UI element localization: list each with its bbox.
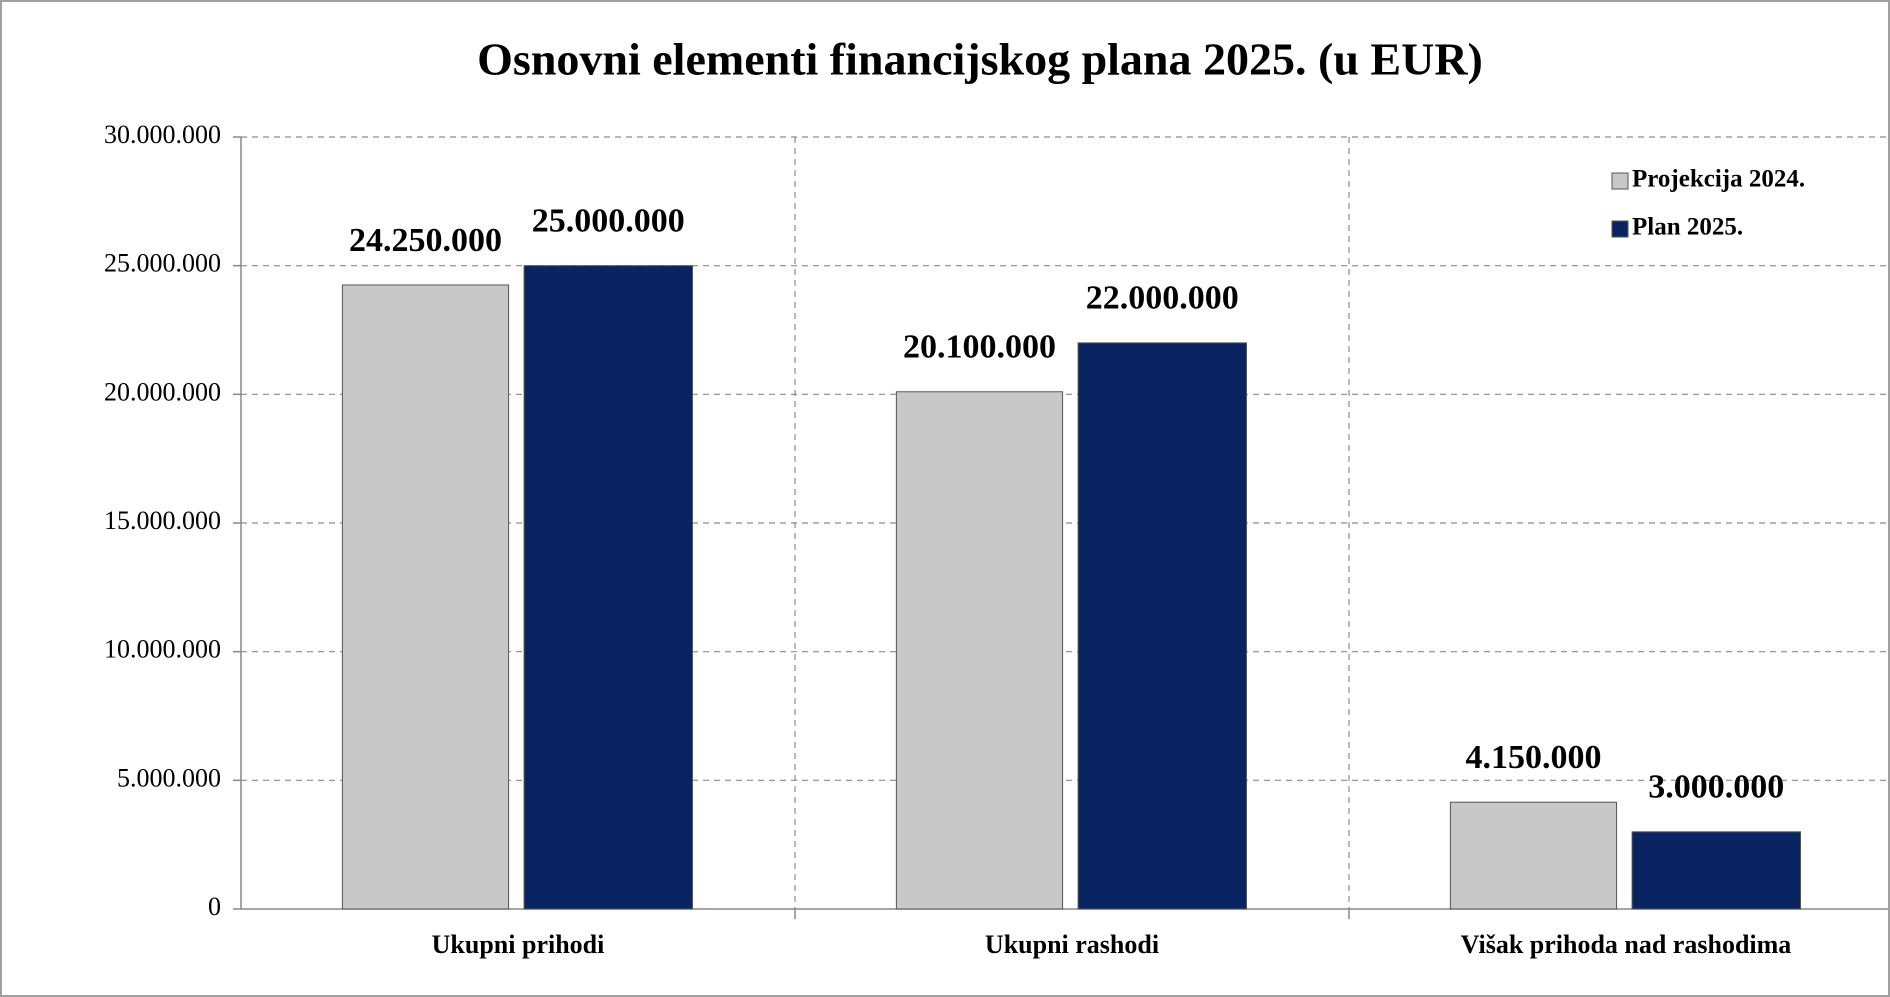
legend-label: Projekcija 2024. — [1632, 166, 1805, 193]
x-tick-label: Višak prihoda nad rashodima — [1461, 930, 1792, 959]
bar — [1631, 831, 1802, 910]
chart-title: Osnovni elementi financijskog plana 2025… — [477, 34, 1483, 85]
y-tick-label: 25.000.000 — [104, 249, 221, 278]
y-tick-label: 20.000.000 — [104, 377, 221, 406]
data-label: 20.100.000 — [903, 329, 1056, 366]
x-tick-label: Ukupni rashodi — [985, 930, 1159, 959]
legend-swatch — [1611, 172, 1629, 190]
x-tick-label: Ukupni prihodi — [432, 930, 605, 959]
bar — [1449, 801, 1618, 910]
bar — [341, 284, 510, 910]
bar — [523, 265, 694, 910]
data-label: 24.250.000 — [349, 222, 502, 259]
y-tick-label: 5.000.000 — [117, 763, 221, 792]
data-label: 22.000.000 — [1086, 280, 1239, 317]
data-label: 3.000.000 — [1648, 769, 1784, 806]
legend-label: Plan 2025. — [1632, 214, 1743, 241]
data-label: 4.150.000 — [1465, 739, 1601, 776]
data-label: 25.000.000 — [532, 202, 685, 239]
y-tick-label: 30.000.000 — [104, 120, 221, 149]
legend-swatch — [1611, 220, 1629, 238]
bar — [895, 391, 1064, 910]
bar — [1077, 342, 1248, 910]
y-tick-label: 15.000.000 — [104, 506, 221, 535]
y-tick-label: 0 — [208, 892, 221, 921]
y-tick-label: 10.000.000 — [104, 635, 221, 664]
